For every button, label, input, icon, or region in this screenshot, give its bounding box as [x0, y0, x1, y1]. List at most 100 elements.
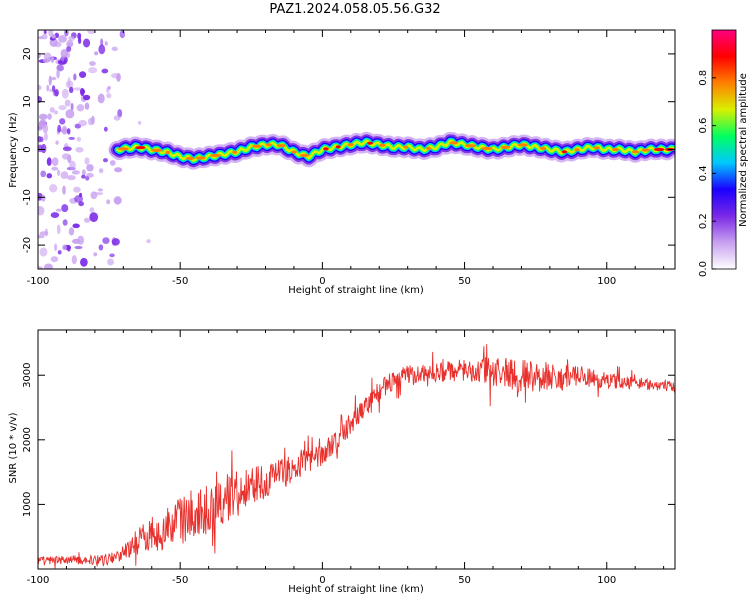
colorbar-ticks: 0.0 0.2 0.4 0.6 0.8: [698, 70, 716, 277]
ridge-peak: [299, 153, 310, 157]
noise-blob: [80, 257, 88, 267]
noise-blob: [49, 107, 55, 113]
noise-blob: [62, 244, 67, 251]
noise-blob: [78, 119, 87, 127]
noise-blob: [43, 263, 53, 269]
x-tick-label: 50: [458, 276, 471, 287]
noise-blob: [54, 243, 58, 252]
ridge-peak: [574, 148, 580, 152]
noise-blob: [51, 157, 59, 166]
noise-blob: [76, 104, 85, 112]
snr-series-line: [38, 344, 675, 569]
ridge-peak: [251, 144, 262, 148]
ridge-peak: [539, 146, 547, 150]
noise-blob: [66, 245, 71, 252]
noise-blob: [62, 146, 72, 152]
noise-blob: [53, 110, 59, 115]
noise-blob: [119, 30, 126, 39]
noise-blob: [39, 247, 48, 257]
ridge-peak: [165, 150, 171, 155]
noise-blob: [104, 41, 108, 46]
noise-blob: [70, 102, 74, 111]
colorbar-gradient: [711, 29, 737, 270]
ridge-peak: [641, 148, 651, 152]
noise-blob: [80, 87, 85, 97]
noise-blob: [94, 51, 99, 56]
noise-blob: [109, 160, 116, 166]
noise-blob: [66, 128, 71, 135]
noise-blob: [40, 170, 47, 178]
y-tick-label: 1000: [22, 492, 33, 517]
noise-blob: [58, 35, 67, 43]
colorbar-tick-label: 0.0: [698, 261, 709, 277]
spectrogram-y-ticks: -20 -10 0 10 20: [22, 48, 675, 253]
noise-blob: [68, 136, 75, 140]
noise-blob: [48, 75, 52, 86]
noise-blob: [65, 109, 75, 119]
noise-blob: [39, 231, 49, 236]
ridge-peak: [500, 145, 511, 150]
x-tick-label: 50: [458, 575, 471, 586]
colorbar-label: Normalized spectral amplitude: [738, 73, 749, 227]
noise-blob: [71, 170, 80, 175]
noise-blob: [73, 73, 77, 81]
noise-blob: [88, 67, 98, 74]
ridge-peak: [135, 145, 146, 150]
noise-blob: [61, 125, 68, 135]
noise-blob: [72, 223, 80, 229]
x-tick-label: -50: [172, 276, 188, 287]
noise-blob: [73, 87, 83, 91]
noise-blob: [64, 99, 71, 107]
x-tick-label: 100: [597, 276, 616, 287]
colorbar-tick-label: 0.6: [698, 118, 709, 134]
ridge-peak: [232, 150, 238, 154]
colorbar: 0.0 0.2 0.4 0.6 0.8 Normalized spectral ampl…: [698, 29, 749, 277]
noise-blob: [146, 239, 151, 244]
noise-blob: [71, 254, 77, 265]
x-tick-label: -50: [172, 575, 188, 586]
noise-blob: [93, 252, 98, 257]
noise-blob: [43, 30, 47, 34]
noise-blob: [78, 201, 84, 207]
snr-frame: [37, 329, 676, 570]
noise-blob: [38, 266, 44, 269]
noise-blob: [39, 119, 47, 128]
y-tick-label: 3000: [22, 362, 33, 387]
noise-blob: [47, 113, 52, 120]
noise-blob: [66, 45, 72, 53]
noise-blob: [113, 196, 122, 205]
noise-blob: [56, 224, 61, 235]
noise-blob: [50, 256, 59, 263]
noise-blob: [84, 157, 90, 165]
noise-blob: [61, 54, 65, 62]
noise-blob: [61, 153, 71, 160]
noise-blob: [49, 88, 53, 93]
noise-blob: [66, 175, 76, 181]
noise-blob: [50, 212, 60, 218]
noise-blob: [89, 61, 96, 66]
ridge-peak: [323, 147, 329, 151]
ridge-peak: [195, 156, 206, 160]
noise-blob: [49, 184, 58, 193]
noise-blob: [90, 191, 98, 200]
noise-blob: [56, 69, 60, 79]
noise-blob: [57, 124, 62, 133]
ridge-peak: [265, 143, 272, 147]
chart-title: PAZ1.2024.058.05.56.G32: [269, 2, 441, 17]
snr-panel: -100 -50 0 50 100 1000 2000 3000 Height of str…: [8, 329, 676, 595]
snr-x-axis-label: Height of straight line (km): [288, 584, 424, 595]
noise-blob: [44, 132, 48, 141]
ridge-peak: [426, 146, 431, 150]
noise-blob: [64, 30, 69, 37]
noise-blob: [62, 185, 66, 195]
noise-blob: [102, 158, 108, 163]
ridge-peak: [209, 153, 221, 158]
noise-blob: [82, 38, 91, 48]
noise-blob: [67, 77, 71, 87]
noise-blob: [60, 171, 69, 180]
noise-blob: [81, 174, 86, 179]
colorbar-tick-label: 0.2: [698, 213, 709, 229]
noise-blob: [107, 258, 114, 266]
y-tick-label: 20: [22, 48, 33, 61]
